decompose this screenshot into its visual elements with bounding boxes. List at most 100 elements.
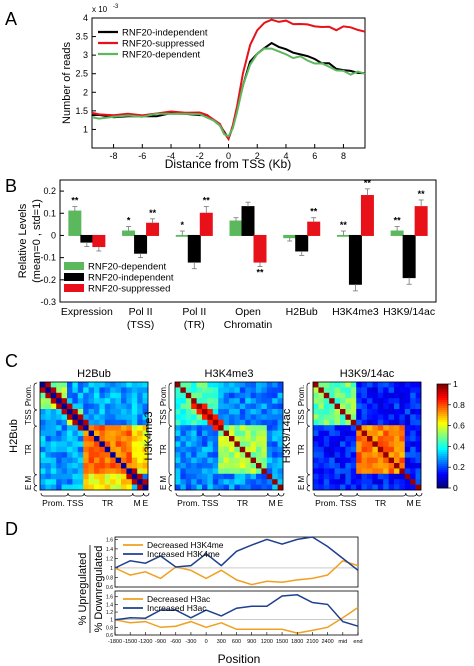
panel-c-heatmap-cell (272, 425, 278, 431)
panel-c-heatmap-cell (367, 409, 373, 415)
panel-c-heatmap-cell (261, 468, 268, 475)
panel-d-y-tick-label: 0.8 (106, 575, 113, 581)
panel-c-heatmap-cell (340, 414, 346, 421)
panel-c-heatmap-cell (126, 425, 133, 431)
panel-c-col-brace (143, 492, 150, 497)
panel-d-y-tick-label: 0.8 (106, 625, 113, 631)
panel-c-heatmap-cell (185, 446, 192, 453)
panel-c-heatmap-cell (83, 479, 89, 485)
panel-c-heatmap-cell (202, 387, 208, 394)
panel-c-heatmap-cell (404, 430, 411, 437)
panel-b-frame (59, 179, 437, 303)
panel-c-heatmap-cell (50, 446, 57, 453)
panel-c-heatmap-cell (404, 468, 411, 475)
panel-c-row-brace (33, 474, 38, 486)
panel-c-heatmap-cell (99, 436, 106, 442)
panel-d-y-tick-label: 0.6 (106, 585, 113, 591)
panel-c-heatmap-cell (383, 479, 389, 485)
panel-c-heatmap-cell (361, 392, 368, 399)
panel-c-heatmap-cell (61, 419, 68, 426)
panel-c-heatmap-cell (272, 446, 278, 453)
panel-c-heatmap-cell (40, 479, 46, 485)
panel-c-heatmap-cell (99, 409, 106, 415)
panel-c-heatmaps: H2BubH2BubProm.Prom.TSSTSSTRTRMMEEH3K4me… (8, 368, 465, 508)
panel-c-colorbar-step (437, 444, 448, 447)
panel-c-heatmap-cell (83, 382, 89, 388)
panel-c-heatmap-cell (137, 430, 143, 437)
panel-c-heatmap-cell (394, 403, 400, 410)
panel-c-heatmap-cell (415, 446, 422, 453)
panel-d-x-tick-label: -600 (170, 639, 181, 645)
panel-c-heatmap-cell (277, 392, 284, 399)
panel-c-heatmap-cell (50, 414, 57, 421)
panel-c-heatmap-cell (88, 409, 95, 415)
panel-c-heatmap-cell (234, 419, 241, 426)
panel-c-heatmap-cell (104, 403, 111, 410)
panel-c-col-label: E (142, 498, 148, 508)
panel-c-heatmap-cell (115, 414, 122, 421)
panel-c-heatmap-cell (372, 457, 379, 464)
panel-c-heatmap-cell (334, 446, 341, 453)
panel-c-heatmap-cell (67, 398, 73, 404)
panel-c-heatmap-cell (218, 409, 224, 415)
panel-c-heatmap-cell (121, 484, 127, 491)
panel-c-heatmap-cell (110, 479, 116, 485)
panel-c-heatmap-cell (256, 452, 262, 458)
panel-c-heatmap-cell (191, 430, 197, 437)
panel-d-y-tick-label: 1.6 (106, 595, 113, 601)
panel-c-heatmap-cell (94, 484, 100, 491)
panel-c-heatmap-cell (261, 430, 268, 437)
panel-c-heatmap-cell (61, 446, 68, 453)
panel-c-heatmap-cell (88, 392, 95, 399)
panel-c-heatmap-cell (77, 430, 84, 437)
panel-c-heatmap-cell (191, 419, 197, 426)
panel-c-heatmap-cell (372, 479, 379, 485)
panel-c-heatmap-cell (61, 409, 68, 415)
panel-c-heatmap-cell (191, 387, 197, 394)
panel-c-heatmap-cell (377, 387, 384, 394)
panel-c-heatmap-cell (212, 382, 219, 388)
panel-c-heatmap-cell (56, 452, 62, 458)
panel-c-colorbar-step (437, 396, 448, 399)
panel-c-row-brace (168, 382, 173, 411)
panel-c-heatmap-cell (94, 425, 100, 431)
panel-c-heatmap-cell (202, 457, 208, 464)
panel-c-heatmap-cell (104, 452, 111, 458)
panel-c-heatmap-cell (404, 419, 411, 426)
panel-c-heatmap-cell (313, 409, 319, 415)
panel-c-heatmap-cell (61, 403, 68, 410)
panel-c-heatmap-cell (110, 468, 116, 475)
panel-c-heatmap-cell (250, 409, 257, 415)
panel-c-heatmap-cell (334, 484, 341, 491)
panel-c-heatmap-cell (410, 425, 416, 431)
panel-c-heatmap-cell (415, 403, 422, 410)
panel-c-heatmap-cell (61, 425, 68, 431)
panel-c-heatmap-cell (329, 419, 335, 426)
panel-c-heatmap-cell (323, 419, 330, 426)
panel-c-heatmap-title: H3K4me3 (205, 368, 254, 380)
panel-c-heatmap-cell (191, 452, 197, 458)
panel-c-heatmap-cell (415, 409, 422, 415)
panel-c-heatmap-cell (50, 452, 57, 458)
panel-c-heatmap-cell (345, 446, 352, 453)
panel-c-heatmap-cell (212, 398, 219, 404)
panel-c-heatmap-cell (272, 392, 278, 399)
panel-c-heatmap-cell (67, 468, 73, 475)
panel-c-heatmap-frame (39, 381, 149, 491)
panel-c-heatmap-cell (56, 414, 62, 421)
panel-c-heatmap-cell (318, 382, 325, 388)
panel-c-heatmap-cell (218, 452, 224, 458)
panel-c-heatmap-cell (334, 468, 341, 475)
panel-c-heatmap-cell (196, 441, 203, 448)
panel-c-colorbar-step (437, 448, 448, 451)
panel-c-heatmap-cell (83, 441, 89, 448)
panel-c-heatmap-cell (367, 441, 373, 448)
panel-c-heatmap-cell (126, 479, 133, 485)
panel-c-heatmap-cell (191, 398, 197, 404)
panel-c-heatmap-cell (266, 392, 273, 399)
panel-c-heatmap-cell (372, 441, 379, 448)
panel-c-heatmap-cell (94, 463, 100, 469)
panel-c-heatmap-cell (61, 392, 68, 399)
panel-c-heatmap-cell (388, 436, 395, 442)
panel-c-heatmap-cell (361, 425, 368, 431)
